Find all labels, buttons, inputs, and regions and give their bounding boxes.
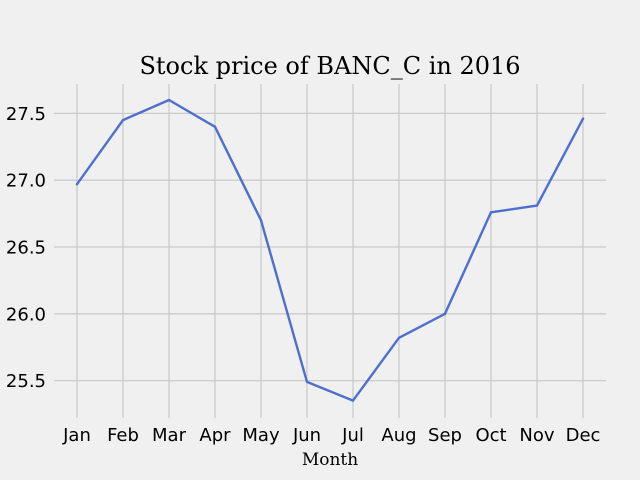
x-tick-label: Jun (292, 425, 321, 446)
data-point (489, 211, 493, 214)
x-tick-label: Feb (107, 425, 139, 446)
data-point (305, 380, 309, 384)
y-tick-label: 27.0 (6, 171, 46, 192)
y-tick-label: 26.5 (6, 237, 46, 258)
x-axis-label: Month (302, 450, 358, 470)
y-tick-label: 27.5 (6, 104, 46, 125)
data-point (581, 117, 585, 120)
data-point (259, 219, 263, 222)
data-point (213, 125, 217, 128)
data-point (397, 336, 401, 340)
x-tick-label: Nov (519, 425, 554, 446)
series-layer (75, 98, 585, 402)
x-tick-label: Jan (62, 425, 91, 446)
data-point (351, 399, 355, 402)
x-tick-label: Dec (566, 425, 601, 446)
x-tick-label: Oct (475, 425, 506, 446)
data-point (167, 98, 171, 102)
y-tick-label: 26.0 (6, 304, 46, 325)
y-axis-ticks: 25.5 26.0 26.5 27.0 27.5 (6, 104, 46, 392)
data-point (121, 118, 125, 122)
x-tick-label: May (242, 425, 280, 446)
data-point (535, 204, 539, 207)
data-point (443, 312, 447, 315)
x-tick-label: Mar (152, 425, 187, 446)
x-tick-label: Apr (199, 425, 231, 446)
x-tick-label: Jul (341, 425, 364, 446)
chart-title: Stock price of BANC_C in 2016 (139, 52, 520, 80)
series-line (75, 98, 585, 402)
x-tick-label: Aug (381, 425, 416, 446)
y-tick-label: 25.5 (6, 371, 46, 392)
data-point (75, 183, 79, 186)
grid (54, 84, 606, 418)
x-axis-ticks: Jan Feb Mar Apr May Jun Jul Aug Sep Oct Nov Dec (62, 425, 600, 446)
x-tick-label: Sep (428, 425, 462, 446)
